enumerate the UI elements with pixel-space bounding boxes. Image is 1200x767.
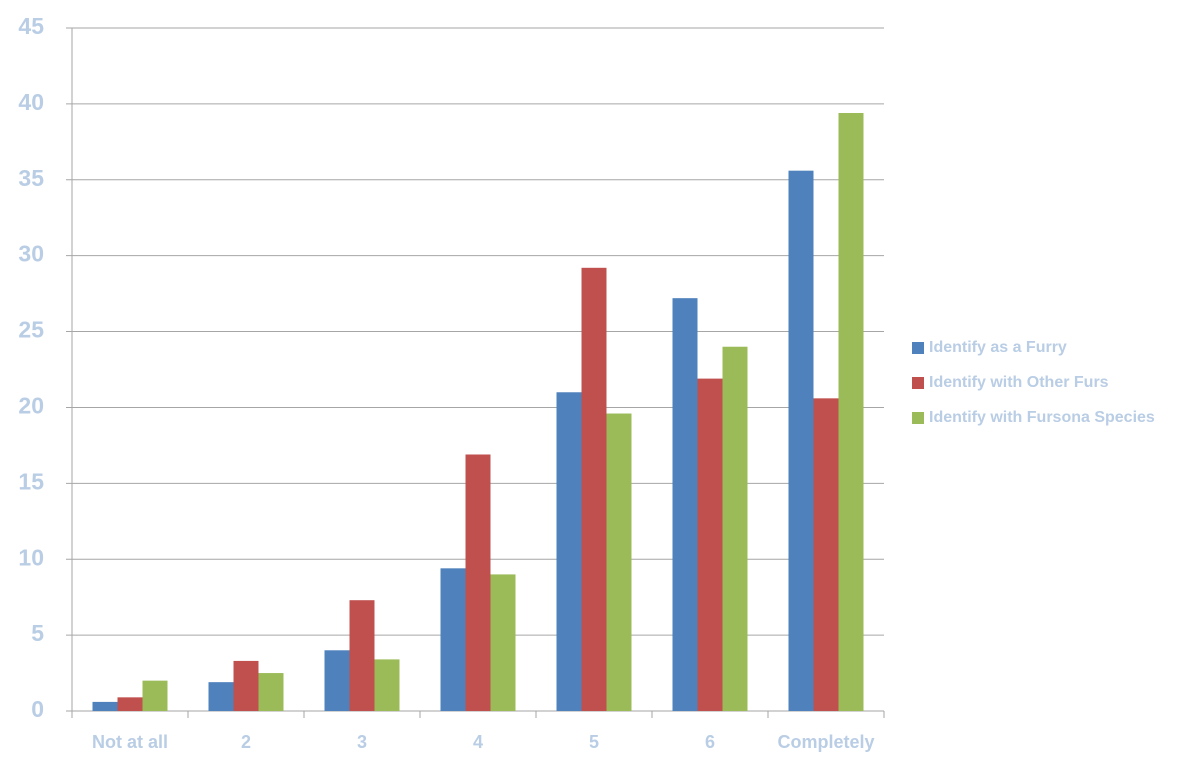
bar	[258, 673, 284, 711]
legend-label: Identify with Other Furs	[929, 374, 1109, 391]
bar	[788, 170, 814, 711]
bar	[838, 112, 864, 712]
bar	[606, 413, 632, 711]
x-tick-label: 3	[357, 732, 367, 752]
y-tick-label: 5	[31, 620, 44, 646]
legend-swatch	[912, 412, 924, 424]
legend-label: Identify with Fursona Species	[929, 409, 1155, 426]
y-tick-label: 40	[18, 89, 44, 115]
bar	[581, 267, 607, 711]
x-tick-label: Not at all	[92, 732, 168, 752]
legend-label: Identify as a Furry	[929, 339, 1067, 356]
bar	[324, 650, 350, 711]
y-tick-label: 15	[18, 468, 44, 494]
y-tick-label: 10	[18, 544, 44, 570]
y-tick-label: 20	[18, 393, 44, 419]
y-tick-label: 30	[18, 241, 44, 267]
bar	[349, 600, 375, 711]
bar	[92, 701, 118, 711]
bar	[142, 680, 168, 711]
bar	[722, 346, 748, 711]
bar	[490, 574, 516, 711]
bar	[465, 454, 491, 711]
x-tick-label: 4	[473, 732, 483, 752]
y-tick-label: 45	[18, 13, 44, 39]
bar	[440, 568, 466, 711]
legend-swatch	[912, 342, 924, 354]
bar	[556, 392, 582, 711]
x-tick-label: 5	[589, 732, 599, 752]
bar	[697, 378, 723, 711]
bar	[208, 682, 234, 711]
bar	[374, 659, 400, 711]
x-tick-label: 6	[705, 732, 715, 752]
bar	[813, 398, 839, 711]
y-tick-label: 25	[18, 317, 44, 343]
x-tick-label: Completely	[777, 732, 874, 752]
bar	[117, 697, 143, 711]
x-tick-label: 2	[241, 732, 251, 752]
legend-swatch	[912, 377, 924, 389]
bar	[233, 660, 259, 711]
bar	[672, 298, 698, 711]
y-tick-label: 35	[18, 165, 44, 191]
y-tick-label: 0	[31, 696, 44, 722]
